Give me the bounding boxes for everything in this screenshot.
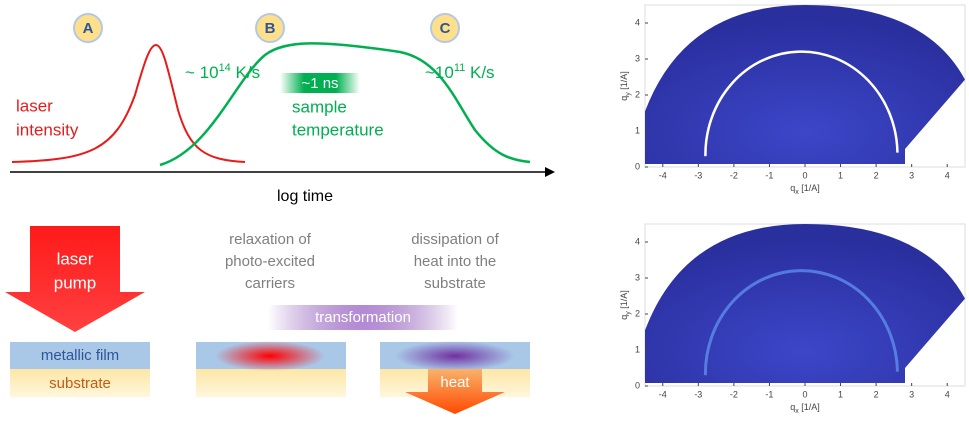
- arrow-head: [545, 167, 555, 177]
- film-label: metallic film: [41, 347, 119, 364]
- phase-badges: A B C: [74, 14, 459, 42]
- y-tick-label: 1: [635, 125, 640, 135]
- label-unit: [1/A]: [619, 71, 629, 92]
- xlabel-label: qx [1/A]: [790, 402, 820, 414]
- x-tick-label: -4: [659, 170, 667, 180]
- dissipation-text: dissipation of: [411, 231, 499, 248]
- page: A B C ~ 1014 K/s laser intensity ~1 ns s…: [0, 0, 969, 421]
- x-tick-label: -3: [694, 170, 702, 180]
- figure: A B C ~ 1014 K/s laser intensity ~1 ns s…: [0, 0, 969, 421]
- x-tick-label: 0: [802, 170, 807, 180]
- heating-rate: ~ 1014 K/s: [185, 62, 260, 83]
- badge-label: C: [440, 20, 451, 37]
- cooling-rate: ~1011 K/s: [425, 62, 495, 83]
- duration: ~1 ns: [301, 75, 338, 92]
- hot-carriers: [215, 341, 325, 371]
- y-tick-label: 3: [635, 53, 640, 63]
- rate-exponent: 11: [454, 62, 465, 74]
- y-tick-label: 4: [635, 236, 640, 246]
- y-tick-label: 1: [635, 344, 640, 354]
- time-label: log time: [277, 188, 333, 205]
- badge-label: A: [83, 20, 94, 37]
- label-unit: [1/A]: [799, 183, 820, 193]
- rate-base: ~ 10: [185, 63, 219, 82]
- label-unit: [1/A]: [799, 402, 820, 412]
- x-tick-label: 4: [945, 170, 950, 180]
- pump-label: laser: [57, 249, 94, 268]
- substrate-label: substrate: [49, 375, 111, 392]
- rate-exponent: 14: [219, 62, 231, 74]
- dissipation-text: substrate: [424, 275, 486, 292]
- ylabel-label: qy [1/A]: [619, 71, 631, 101]
- badge-label: B: [265, 20, 276, 37]
- xlabel-label: qx [1/A]: [790, 183, 820, 195]
- pump-label: pump: [54, 273, 97, 292]
- y-tick-label: 0: [635, 380, 640, 390]
- x-tick-label: 2: [874, 170, 879, 180]
- y-tick-label: 2: [635, 308, 640, 318]
- relaxation-text: relaxation of: [229, 231, 312, 248]
- x-tick-label: 1: [838, 389, 843, 399]
- transformation-label: transformation: [315, 309, 411, 326]
- x-tick-label: 4: [945, 389, 950, 399]
- rate-unit: K/s: [465, 63, 494, 82]
- substrate-layer: [196, 369, 346, 397]
- laser-label: laser: [16, 96, 53, 115]
- x-tick-label: -1: [765, 170, 773, 180]
- x-tick-label: -1: [765, 389, 773, 399]
- y-tick-label: 2: [635, 89, 640, 99]
- x-tick-label: -2: [730, 170, 738, 180]
- hot-film: [395, 341, 515, 371]
- x-tick-label: 2: [874, 389, 879, 399]
- x-tick-label: 3: [909, 389, 914, 399]
- y-tick-label: 4: [635, 17, 640, 27]
- laser-label: intensity: [16, 120, 79, 139]
- heat-label: heat: [440, 374, 470, 391]
- rate-unit: K/s: [231, 63, 260, 82]
- y-tick-label: 0: [635, 161, 640, 171]
- relaxation-text: photo-excited: [225, 253, 315, 270]
- x-tick-label: -2: [730, 389, 738, 399]
- relaxation-text: carriers: [245, 275, 295, 292]
- dissipation-text: heat into the: [414, 253, 497, 270]
- temperature-label: temperature: [292, 120, 384, 139]
- x-tick-label: -3: [694, 389, 702, 399]
- temperature-label: sample: [292, 97, 347, 116]
- x-tick-label: -4: [659, 389, 667, 399]
- x-tick-label: 3: [909, 170, 914, 180]
- x-tick-label: 1: [838, 170, 843, 180]
- y-tick-label: 3: [635, 272, 640, 282]
- rate-base: ~10: [425, 63, 454, 82]
- label-unit: [1/A]: [619, 290, 629, 311]
- ylabel-label: qy [1/A]: [619, 290, 631, 320]
- x-tick-label: 0: [802, 389, 807, 399]
